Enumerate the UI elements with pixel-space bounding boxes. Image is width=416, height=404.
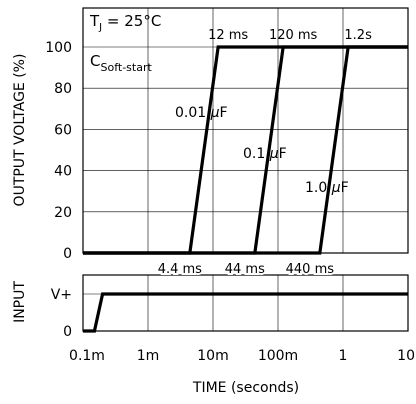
output-voltage-axis-label: OUTPUT VOLTAGE (%) <box>12 54 28 207</box>
y-tick-label: 80 <box>54 81 72 97</box>
output-y-tick-labels: 0 20 40 60 80 100 <box>45 40 72 262</box>
y-tick-label: V+ <box>51 287 72 303</box>
y-tick-label: 40 <box>54 164 72 180</box>
x-tick-label: 0.1m <box>69 348 105 364</box>
ramp-start-label: 44 ms <box>225 262 265 277</box>
y-tick-label: 60 <box>54 122 72 138</box>
junction-temperature-label: TJ = 25°C <box>89 12 161 33</box>
x-tick-label: 1m <box>137 348 160 364</box>
x-tick-label: 10m <box>197 348 228 364</box>
y-tick-label: 20 <box>54 205 72 221</box>
input-step-line <box>83 292 408 333</box>
capacitor-value-label: 1.0 μF <box>305 180 349 196</box>
time-axis-label: TIME (seconds) <box>192 380 299 396</box>
input-axis-label: INPUT <box>12 281 28 323</box>
x-tick-label: 1 <box>339 348 348 364</box>
input-y-tick-labels: 0 V+ <box>51 287 72 340</box>
output-panel-frame <box>82 7 409 254</box>
x-tick-label: 10 <box>397 348 415 364</box>
ramp-end-label: 12 ms <box>208 28 248 43</box>
soft-start-capacitor-label: CSoft-start <box>90 52 152 74</box>
y-tick-label: 0 <box>63 324 72 340</box>
capacitor-value-label: 0.1 μF <box>243 146 287 162</box>
ramp-start-label: 4.4 ms <box>158 262 202 277</box>
x-tick-label: 100m <box>258 348 298 364</box>
input-panel-frame <box>82 274 409 332</box>
curves <box>83 45 408 333</box>
ramp-end-label: 1.2s <box>344 28 372 43</box>
series-line <box>83 45 408 255</box>
y-tick-label: 100 <box>45 40 72 56</box>
x-tick-labels: 0.1m 1m 10m 100m 1 10 <box>69 348 415 364</box>
capacitor-value-label: 0.01 μF <box>175 105 228 121</box>
annotations: 4.4 ms 12 ms 0.01 μF 44 ms 120 ms 0.1 μF 440 m… <box>156 28 372 279</box>
grid <box>82 8 409 332</box>
ramp-start-label: 440 ms <box>286 262 335 277</box>
ramp-end-label: 120 ms <box>269 28 318 43</box>
y-tick-label: 0 <box>63 246 72 262</box>
